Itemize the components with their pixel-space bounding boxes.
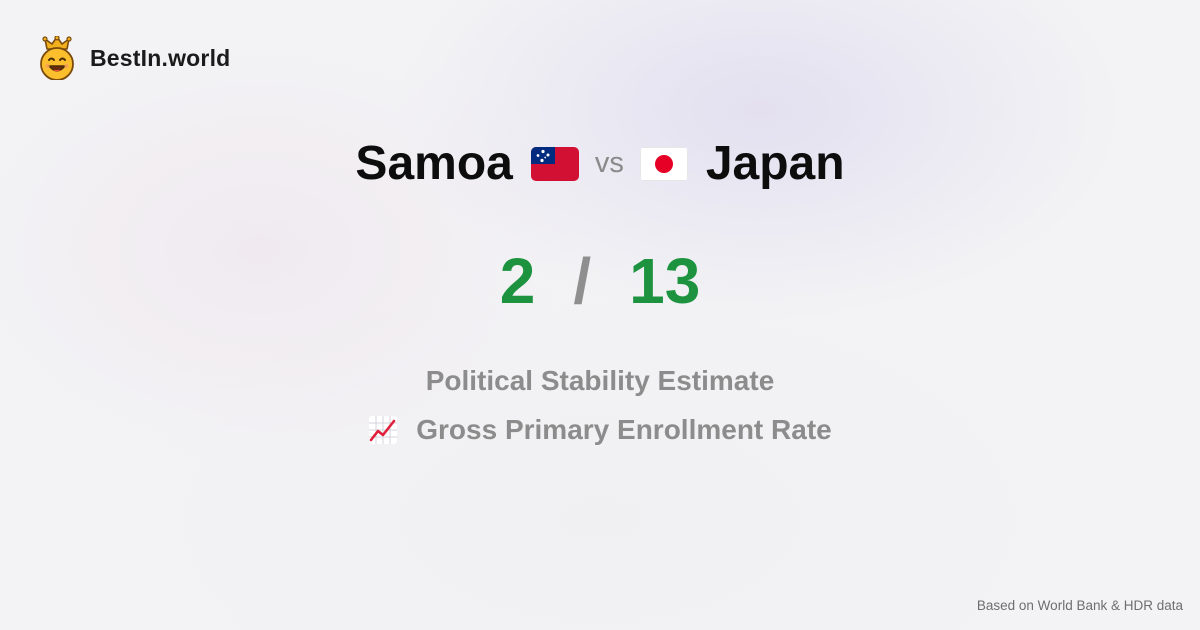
right-country-name: Japan xyxy=(705,137,845,190)
score-separator: / xyxy=(573,245,592,317)
comparison-title: Samoa vs Japan xyxy=(0,136,1200,191)
brand[interactable]: BestIn.world xyxy=(38,36,230,80)
metric-label: Gross Primary Enrollment Rate xyxy=(416,414,832,445)
score-display: 2 / 13 xyxy=(0,244,1200,318)
metric-item: Gross Primary Enrollment Rate xyxy=(0,414,1200,446)
samoa-flag-icon xyxy=(530,146,579,181)
left-score: 2 xyxy=(499,245,536,317)
data-source-note: Based on World Bank & HDR data xyxy=(976,598,1183,613)
right-score: 13 xyxy=(629,245,701,317)
crown-smiley-icon xyxy=(40,36,74,80)
metric-label: Political Stability Estimate xyxy=(425,365,775,396)
vs-label: vs xyxy=(594,147,624,179)
chart-increasing-icon xyxy=(369,416,398,444)
metric-item: Political Stability Estimate xyxy=(0,365,1200,397)
left-country-name: Samoa xyxy=(355,137,513,190)
japan-flag-icon xyxy=(639,146,688,181)
brand-name: BestIn.world xyxy=(90,44,231,71)
